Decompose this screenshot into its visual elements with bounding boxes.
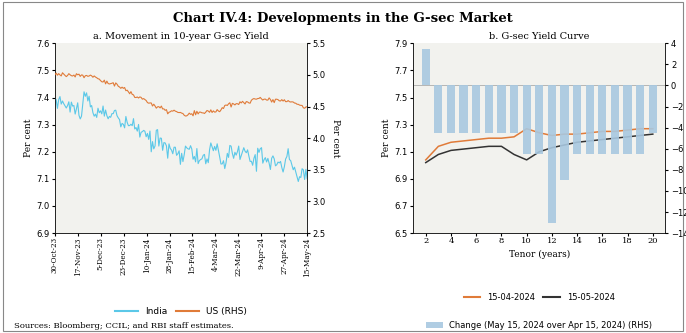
Bar <box>460 86 468 133</box>
Text: Sources: Bloomberg; CCIL; and RBI staff estimates.: Sources: Bloomberg; CCIL; and RBI staff … <box>14 322 233 330</box>
Legend: India, US (RHS): India, US (RHS) <box>112 303 250 320</box>
Bar <box>649 86 657 133</box>
Legend: Change (May 15, 2024 over Apr 15, 2024) (RHS): Change (May 15, 2024 over Apr 15, 2024) … <box>423 318 656 333</box>
Bar <box>598 86 606 154</box>
Bar <box>485 86 493 133</box>
Bar <box>548 86 556 222</box>
Bar <box>523 86 531 154</box>
Bar <box>510 86 518 133</box>
Y-axis label: Per cent: Per cent <box>24 119 33 158</box>
Bar <box>447 86 455 133</box>
Y-axis label: Per cent: Per cent <box>331 119 340 158</box>
Y-axis label: Per cent: Per cent <box>382 119 392 158</box>
X-axis label: Tenor (years): Tenor (years) <box>508 249 570 258</box>
Bar <box>472 86 480 133</box>
Text: Chart IV.4: Developments in the G-sec Market: Chart IV.4: Developments in the G-sec Ma… <box>173 12 513 25</box>
Bar <box>535 86 543 154</box>
Bar <box>624 86 632 154</box>
Bar <box>497 86 506 133</box>
Bar <box>560 86 569 180</box>
Bar <box>434 86 442 133</box>
Title: a. Movement in 10-year G-sec Yield: a. Movement in 10-year G-sec Yield <box>93 32 269 41</box>
Bar <box>611 86 619 154</box>
Bar <box>586 86 594 154</box>
Bar <box>422 49 430 86</box>
Bar <box>636 86 644 154</box>
Title: b. G-sec Yield Curve: b. G-sec Yield Curve <box>489 32 589 41</box>
Bar <box>573 86 581 154</box>
